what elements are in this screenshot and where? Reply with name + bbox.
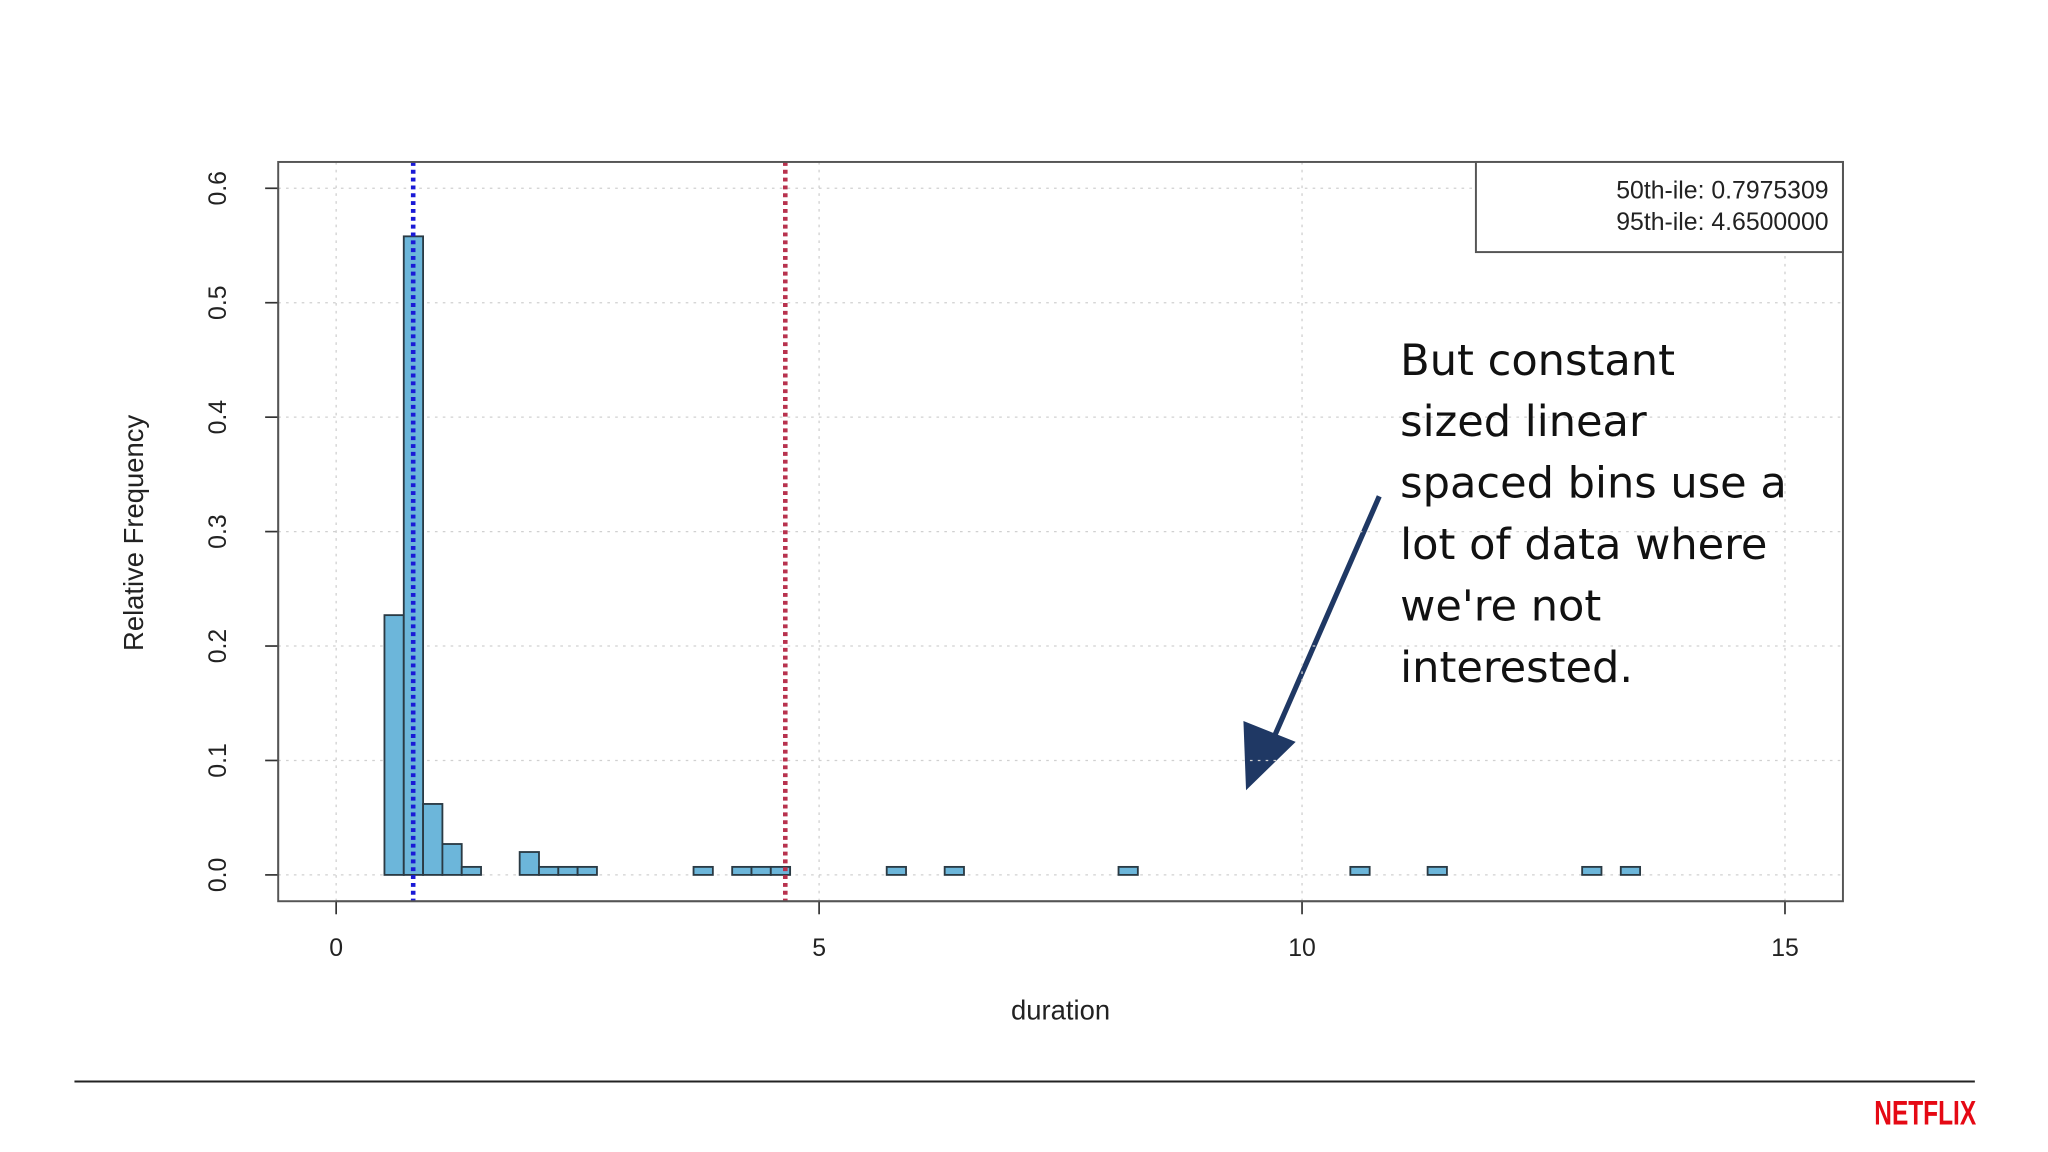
annotation-line: interested. (1400, 643, 1633, 693)
histogram-bar (943, 865, 965, 876)
histogram-bar (518, 851, 540, 876)
legend-entry: 50th-ile: 0.7975309 (1616, 178, 1828, 205)
histogram-bar (750, 865, 772, 876)
legend-entry: 95th-ile: 4.6500000 (1616, 209, 1828, 236)
annotation-line: we're not (1400, 581, 1601, 631)
histogram-bar (731, 865, 753, 876)
histogram-bar (769, 865, 792, 876)
annotation-arrow (1243, 495, 1382, 791)
histogram-bar (1117, 865, 1139, 876)
annotation-line: lot of data where (1400, 520, 1767, 570)
y-tick-label: 0.0 (205, 858, 232, 892)
plot-frame (277, 160, 1844, 903)
histogram-bar (538, 865, 560, 876)
x-tick-label: 5 (812, 935, 826, 962)
histogram-bar (1349, 865, 1371, 876)
brand-logo: NETFLIX (1874, 1094, 1976, 1132)
y-tick-label: 0.5 (205, 285, 232, 319)
y-axis-label: Relative Frequency (118, 415, 149, 651)
x-tick-label: 15 (1771, 935, 1799, 962)
y-tick-label: 0.4 (205, 400, 232, 435)
annotation-line: But constant (1400, 336, 1675, 386)
y-tick-label: 0.2 (205, 629, 232, 663)
annotation-line: spaced bins use a (1400, 459, 1787, 509)
y-tick-label: 0.6 (205, 171, 232, 205)
histogram-bar (557, 865, 579, 876)
y-tick-label: 0.1 (205, 743, 232, 777)
arrow-head (1243, 720, 1296, 791)
histogram-bar (692, 865, 714, 876)
x-tick-label: 0 (329, 935, 343, 962)
x-tick-label: 10 (1288, 935, 1316, 962)
legend-box (1474, 160, 1844, 254)
histogram-bar (1426, 865, 1448, 876)
histogram-bar (383, 614, 405, 876)
histogram-bar (441, 843, 463, 876)
arrow-shaft (1268, 495, 1382, 746)
histogram-bar (576, 865, 598, 876)
histogram-bar (885, 865, 907, 876)
histogram-bar (422, 803, 444, 876)
histogram-bar (1619, 865, 1642, 876)
annotation-line: sized linear (1400, 397, 1647, 447)
histogram-bar (460, 865, 482, 876)
histogram-bar (1581, 865, 1603, 876)
y-tick-label: 0.3 (205, 514, 232, 548)
x-axis-label: duration (1011, 994, 1110, 1025)
